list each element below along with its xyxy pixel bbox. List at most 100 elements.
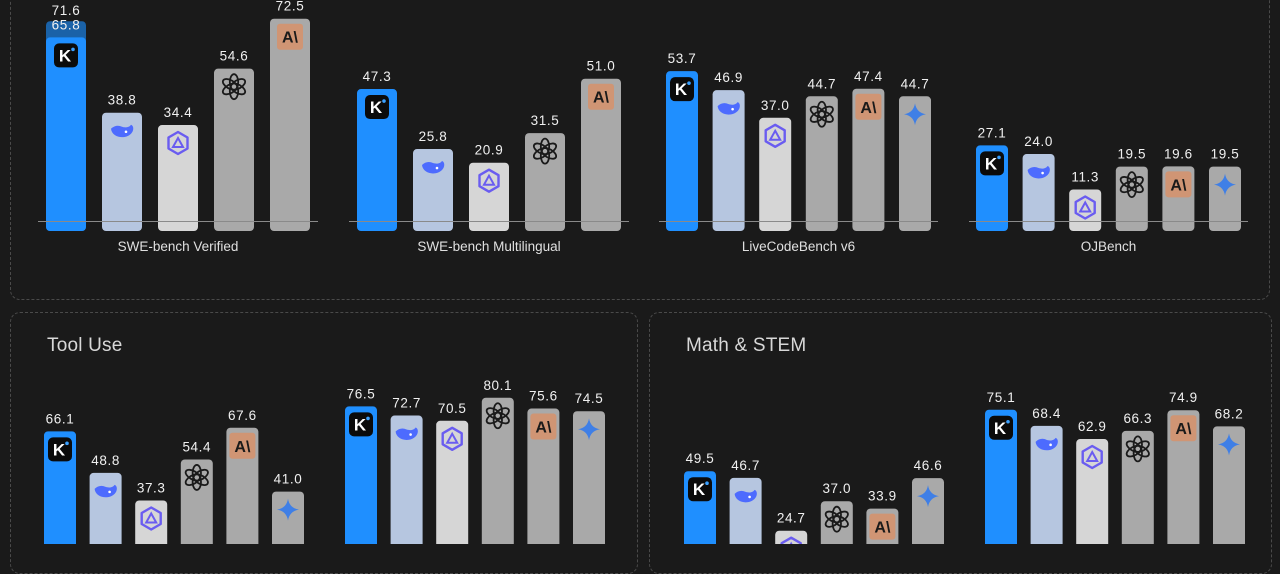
value-label-anthropic: 19.6 bbox=[1164, 146, 1193, 161]
deepseek-icon-eye bbox=[409, 433, 412, 436]
kimi-icon-glyph: K bbox=[693, 480, 706, 499]
x-axis-label: SWE-bench Verified bbox=[118, 239, 239, 254]
chart-7: 49.5 K 46.7 24.7 37.0 33.9 A\ 46.6 bbox=[684, 451, 944, 544]
bar-deepseek bbox=[90, 473, 122, 544]
anthropic-icon-glyph: A\ bbox=[593, 90, 610, 107]
bar-anthropic bbox=[270, 19, 310, 231]
kimi-icon-dot bbox=[687, 81, 691, 85]
chart-3: 53.7 K 46.9 37.0 44.7 47.4 A\ 44.7 LiveCodeBench… bbox=[659, 51, 938, 254]
value-label-openai: 66.3 bbox=[1123, 411, 1152, 426]
deepseek-icon-eye bbox=[731, 108, 734, 111]
value-label-qwen: 62.9 bbox=[1078, 419, 1107, 434]
kimi-icon-glyph: K bbox=[370, 98, 383, 117]
value-label-anthropic: 67.6 bbox=[228, 408, 257, 423]
bar-qwen bbox=[469, 163, 509, 231]
deepseek-icon-eye bbox=[108, 491, 111, 494]
value-label-qwen: 37.3 bbox=[137, 480, 166, 495]
value-label-kimi: 66.1 bbox=[46, 411, 75, 426]
value-label-kimi: 53.7 bbox=[668, 51, 697, 66]
bar-openai bbox=[214, 69, 254, 231]
bar-deepseek bbox=[1023, 154, 1055, 231]
value-label-deepseek: 48.8 bbox=[91, 453, 120, 468]
value-label-kimi: 76.5 bbox=[347, 386, 376, 401]
value-label-qwen: 70.5 bbox=[438, 401, 467, 416]
deepseek-icon-eye bbox=[125, 130, 128, 133]
bar-qwen bbox=[158, 125, 198, 231]
anthropic-icon-glyph: A\ bbox=[282, 30, 299, 47]
x-axis-label: SWE-bench Multilingual bbox=[417, 239, 560, 254]
kimi-icon-glyph: K bbox=[675, 80, 688, 99]
value-label-openai: 54.6 bbox=[220, 49, 249, 64]
x-axis-label: LiveCodeBench v6 bbox=[742, 239, 855, 254]
value-label-anthropic: 47.4 bbox=[854, 69, 883, 84]
deepseek-icon-eye bbox=[1049, 444, 1052, 447]
anthropic-icon-glyph: A\ bbox=[535, 420, 552, 437]
bar-qwen bbox=[436, 421, 468, 544]
kimi-icon-dot bbox=[997, 156, 1001, 160]
x-axis-label: OJBench bbox=[1081, 239, 1137, 254]
kimi-icon-glyph: K bbox=[985, 154, 998, 173]
value-label-openai: 37.0 bbox=[822, 481, 851, 496]
deepseek-icon-eye bbox=[436, 167, 439, 170]
value-label-gemini: 41.0 bbox=[274, 472, 303, 487]
bar-deepseek bbox=[730, 478, 762, 544]
bar-deepseek bbox=[413, 149, 453, 231]
value-label-anthropic: 51.0 bbox=[587, 59, 616, 74]
kimi-icon-glyph: K bbox=[53, 440, 66, 459]
value-label-kimi: 75.1 bbox=[987, 390, 1016, 405]
value-label-deepseek: 38.8 bbox=[108, 93, 137, 108]
value-label-deepseek: 68.4 bbox=[1032, 406, 1061, 421]
anthropic-icon-glyph: A\ bbox=[874, 520, 891, 537]
value-label-gemini: 46.6 bbox=[914, 458, 943, 473]
value-label-anthropic: 72.5 bbox=[276, 0, 305, 14]
anthropic-icon-glyph: A\ bbox=[1175, 421, 1192, 438]
kimi-icon-glyph: K bbox=[354, 415, 367, 434]
value-label-alt-kimi: 71.6 bbox=[52, 3, 81, 18]
kimi-icon-dot bbox=[705, 481, 709, 485]
kimi-icon-dot bbox=[366, 417, 370, 421]
value-label-gemini: 74.5 bbox=[575, 391, 604, 406]
value-label-gemini: 68.2 bbox=[1215, 406, 1244, 421]
value-label-deepseek: 72.7 bbox=[392, 396, 421, 411]
value-label-qwen: 11.3 bbox=[1071, 169, 1099, 184]
bar-openai bbox=[1122, 431, 1154, 544]
chart-1: 71.665.8 K 38.8 34.4 54.6 72.5 A\ SWE-bench Ver… bbox=[38, 0, 318, 254]
kimi-icon-glyph: K bbox=[994, 419, 1007, 438]
value-label-openai: 19.5 bbox=[1117, 147, 1146, 162]
value-label-openai: 80.1 bbox=[483, 378, 512, 393]
value-label-kimi: 27.1 bbox=[978, 125, 1007, 140]
value-label-anthropic: 33.9 bbox=[868, 489, 897, 504]
deepseek-icon-eye bbox=[748, 496, 751, 499]
value-label-qwen: 37.0 bbox=[761, 98, 790, 113]
kimi-icon-dot bbox=[71, 48, 75, 52]
value-label-gemini: 44.7 bbox=[901, 76, 930, 91]
value-label-openai: 54.4 bbox=[182, 439, 211, 454]
kimi-icon-dot bbox=[65, 442, 69, 446]
value-label-deepseek: 46.9 bbox=[714, 70, 743, 85]
deepseek-icon-eye bbox=[1041, 172, 1044, 175]
chart-5: 66.1 K 48.8 37.3 54.4 67.6 A\ 41.0 bbox=[44, 408, 304, 544]
bar-qwen bbox=[1076, 439, 1108, 544]
value-label-deepseek: 46.7 bbox=[731, 458, 760, 473]
value-label-qwen: 34.4 bbox=[164, 105, 193, 120]
kimi-icon-dot bbox=[382, 99, 386, 103]
anthropic-icon-glyph: A\ bbox=[234, 439, 251, 456]
chart-6: 76.5 K 72.7 70.5 80.1 75.6 A\ 74.5 bbox=[345, 378, 605, 544]
anthropic-icon-glyph: A\ bbox=[1170, 177, 1187, 194]
value-label-deepseek: 24.0 bbox=[1024, 134, 1053, 149]
value-label-kimi: 47.3 bbox=[363, 69, 392, 84]
bar-qwen bbox=[759, 118, 791, 231]
value-label-qwen: 24.7 bbox=[777, 511, 806, 526]
anthropic-icon-glyph: A\ bbox=[860, 100, 877, 117]
value-label-anthropic: 75.6 bbox=[529, 389, 558, 404]
kimi-icon-glyph: K bbox=[59, 46, 72, 65]
kimi-icon-dot bbox=[1006, 420, 1010, 424]
charts-canvas: 71.665.8 K 38.8 34.4 54.6 72.5 A\ SWE-bench Ver… bbox=[0, 0, 1280, 544]
value-label-kimi: 65.8 bbox=[52, 17, 81, 32]
value-label-kimi: 49.5 bbox=[686, 451, 715, 466]
value-label-openai: 44.7 bbox=[807, 76, 836, 91]
value-label-deepseek: 25.8 bbox=[419, 129, 448, 144]
